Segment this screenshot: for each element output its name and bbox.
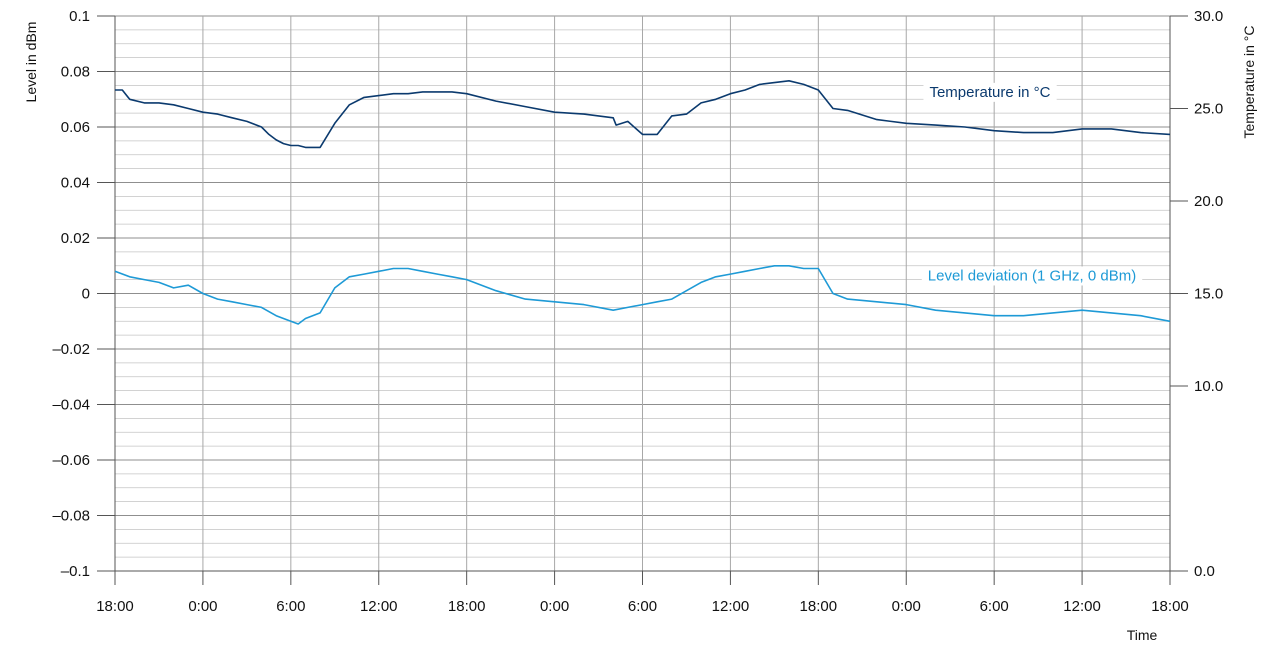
x-tick-label: 12:00 bbox=[360, 598, 398, 615]
x-tick-label: 6:00 bbox=[276, 598, 305, 615]
x-tick-label: 12:00 bbox=[712, 598, 750, 615]
y-left-tick-label: –0.08 bbox=[52, 508, 90, 525]
x-tick-label: 18:00 bbox=[448, 598, 486, 615]
y-right-tick-label: 15.0 bbox=[1194, 286, 1223, 303]
y-left-tick-label: 0 bbox=[82, 286, 90, 303]
labels: 0.1 0.08 0.06 0.04 0.02 0 –0.02 –0.04 –0.06 –0.08… bbox=[52, 8, 1223, 615]
y-left-tick-label: 0.1 bbox=[69, 8, 90, 25]
x-axis-title: Time bbox=[1127, 627, 1158, 643]
x-tick-label: 0:00 bbox=[540, 598, 569, 615]
y-left-tick-label: 0.04 bbox=[61, 175, 90, 192]
temperature-series-label: Temperature in °C bbox=[923, 82, 1057, 102]
series-lines bbox=[114, 80, 1171, 325]
series-label-background bbox=[921, 266, 1143, 286]
y-left-tick-label: –0.1 bbox=[61, 563, 90, 580]
x-tick-label: 0:00 bbox=[892, 598, 921, 615]
y-left-tick-label: –0.02 bbox=[52, 341, 90, 358]
series-label-background bbox=[923, 82, 1057, 102]
x-tick-label: 6:00 bbox=[980, 598, 1009, 615]
y-axis-right-title: Temperature in °C bbox=[1241, 26, 1257, 139]
series-label-text: Temperature in °C bbox=[929, 84, 1050, 101]
y-right-tick-label: 25.0 bbox=[1194, 101, 1223, 118]
x-tick-label: 12:00 bbox=[1063, 598, 1101, 615]
y-left-tick-label: 0.08 bbox=[61, 64, 90, 81]
x-tick-label: 6:00 bbox=[628, 598, 657, 615]
level-deviation-series-label: Level deviation (1 GHz, 0 dBm) bbox=[921, 266, 1143, 286]
y-right-tick-label: 10.0 bbox=[1194, 378, 1223, 395]
y-right-tick-label: 30.0 bbox=[1194, 8, 1223, 25]
y-right-tick-label: 20.0 bbox=[1194, 193, 1223, 210]
temperature-line bbox=[115, 80, 1171, 149]
x-tick-label: 0:00 bbox=[188, 598, 217, 615]
series-label-text: Level deviation (1 GHz, 0 dBm) bbox=[928, 267, 1136, 284]
axes bbox=[97, 15, 1188, 585]
y-left-tick-label: 0.06 bbox=[61, 119, 90, 136]
x-tick-label: 18:00 bbox=[1151, 598, 1189, 615]
x-tick-label: 18:00 bbox=[96, 598, 134, 615]
x-tick-label: 18:00 bbox=[800, 598, 838, 615]
y-left-tick-label: –0.04 bbox=[52, 397, 90, 414]
y-right-tick-label: 0.0 bbox=[1194, 563, 1215, 580]
y-left-tick-label: 0.02 bbox=[61, 230, 90, 247]
y-left-tick-label: –0.06 bbox=[52, 452, 90, 469]
level-deviation-line bbox=[114, 264, 1171, 325]
grid bbox=[114, 15, 1171, 572]
y-axis-left-title: Level in dBm bbox=[23, 22, 39, 103]
